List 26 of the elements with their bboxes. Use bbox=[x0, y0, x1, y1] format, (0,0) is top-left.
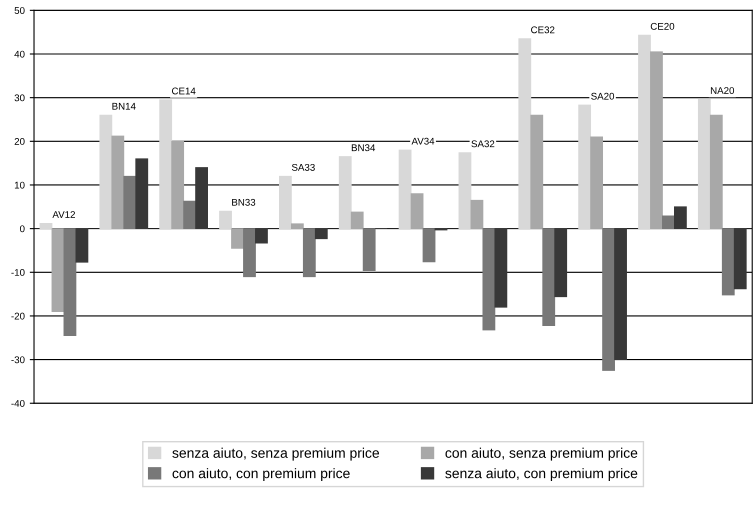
y-tick-label: 0 bbox=[20, 225, 25, 232]
y-tick-label: 50 bbox=[14, 7, 25, 14]
x-tick-label: CE32 bbox=[531, 26, 554, 34]
x-tick-label: CE20 bbox=[650, 22, 674, 30]
x-tick-label: BN34 bbox=[352, 144, 376, 152]
x-tick-label: BN14 bbox=[112, 102, 136, 110]
x-tick-label: AV12 bbox=[52, 211, 75, 218]
legend-label: senza aiuto, senza premium price bbox=[172, 448, 380, 461]
x-tick-label: CE14 bbox=[172, 88, 196, 94]
x-tick-label: SA33 bbox=[292, 164, 315, 171]
x-tick-label: AV34 bbox=[412, 138, 434, 145]
legend-label: senza aiuto, con premium price bbox=[445, 468, 638, 482]
x-tick-label: SA20 bbox=[591, 92, 614, 100]
y-tick-label: -10 bbox=[11, 269, 25, 276]
y-tick-label: 10 bbox=[14, 182, 25, 189]
legend-label: con aiuto, con premium price bbox=[172, 468, 350, 482]
y-tick-label: -20 bbox=[11, 312, 25, 320]
y-tick-label: -30 bbox=[11, 356, 25, 364]
y-tick-label: 30 bbox=[14, 94, 25, 102]
y-tick-label: 20 bbox=[14, 138, 25, 145]
x-tick-label: BN33 bbox=[232, 198, 256, 206]
legend-label: con aiuto, senza premium price bbox=[445, 448, 638, 461]
x-tick-label: SA32 bbox=[471, 140, 494, 148]
x-tick-label: NA20 bbox=[710, 87, 734, 94]
y-tick-label: 40 bbox=[14, 50, 25, 58]
y-tick-label: -40 bbox=[11, 400, 25, 407]
